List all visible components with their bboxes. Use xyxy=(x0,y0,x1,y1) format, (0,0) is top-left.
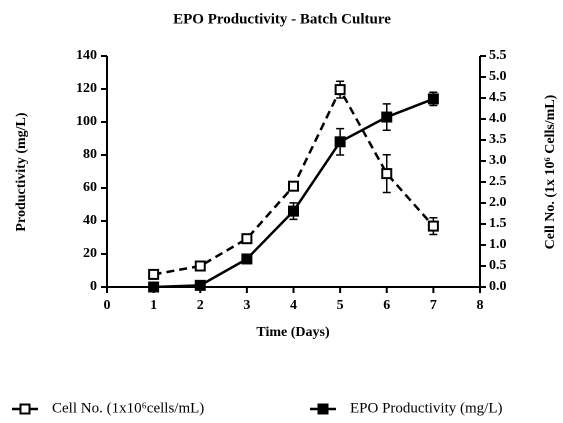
x-tick-label: 3 xyxy=(243,298,250,313)
y2-tick-label: 3.0 xyxy=(489,153,507,168)
y2-tick-label: 2.5 xyxy=(489,174,507,189)
x-tick-label: 6 xyxy=(383,298,390,313)
data-point xyxy=(241,253,253,265)
legend-marker xyxy=(317,403,329,415)
y2-tick-label: 0.5 xyxy=(489,258,507,273)
data-point xyxy=(427,93,439,105)
y2-tick-label: 1.5 xyxy=(489,216,507,231)
data-point xyxy=(334,84,346,96)
x-tick-label: 7 xyxy=(430,298,437,313)
y-tick-label: 40 xyxy=(83,213,97,228)
x-tick-label: 4 xyxy=(290,298,297,313)
y-axis-label: Productivity (mg/L) xyxy=(14,112,29,231)
series-line xyxy=(153,97,434,289)
data-point xyxy=(194,279,206,291)
data-point xyxy=(148,281,160,293)
x-tick-label: 0 xyxy=(104,298,111,313)
data-point xyxy=(381,111,393,123)
chart-title: EPO Productivity - Batch Culture xyxy=(173,11,391,27)
data-point xyxy=(148,268,160,280)
y2-tick-label: 2.0 xyxy=(489,195,507,210)
y-tick-label: 0 xyxy=(90,279,97,294)
legend-marker xyxy=(19,403,31,415)
y2-tick-label: 5.5 xyxy=(489,48,507,63)
y-tick-label: 80 xyxy=(83,147,97,162)
y-tick-label: 60 xyxy=(83,180,97,195)
legend-text: Cell No. (1x10⁶cells/mL) xyxy=(52,400,204,416)
y2-tick-label: 0.0 xyxy=(489,279,507,294)
data-point xyxy=(241,233,253,245)
y2-tick-label: 1.0 xyxy=(489,237,507,252)
y-tick-label: 100 xyxy=(76,114,97,129)
y-tick-label: 140 xyxy=(76,48,97,63)
y-tick-label: 120 xyxy=(76,81,97,96)
data-point xyxy=(288,180,299,192)
y2-tick-label: 4.5 xyxy=(489,90,507,105)
x-tick-label: 5 xyxy=(337,298,344,313)
y2-tick-label: 4.0 xyxy=(489,111,507,126)
data-point xyxy=(288,205,299,217)
x-tick-label: 1 xyxy=(150,298,157,313)
y2-axis-label: Cell No. (1x 10⁶ Cells/mL) xyxy=(543,94,558,249)
data-point xyxy=(427,220,439,232)
y2-tick-label: 5.0 xyxy=(489,69,507,84)
y2-tick-label: 3.5 xyxy=(489,132,507,147)
x-tick-label: 8 xyxy=(477,298,484,313)
data-point xyxy=(194,260,206,272)
data-point xyxy=(334,136,346,148)
legend-text: EPO Productivity (mg/L) xyxy=(350,400,503,416)
x-axis-label: Time (Days) xyxy=(256,325,330,340)
x-tick-label: 2 xyxy=(197,298,204,313)
data-point xyxy=(381,168,393,180)
y-tick-label: 20 xyxy=(83,246,97,261)
